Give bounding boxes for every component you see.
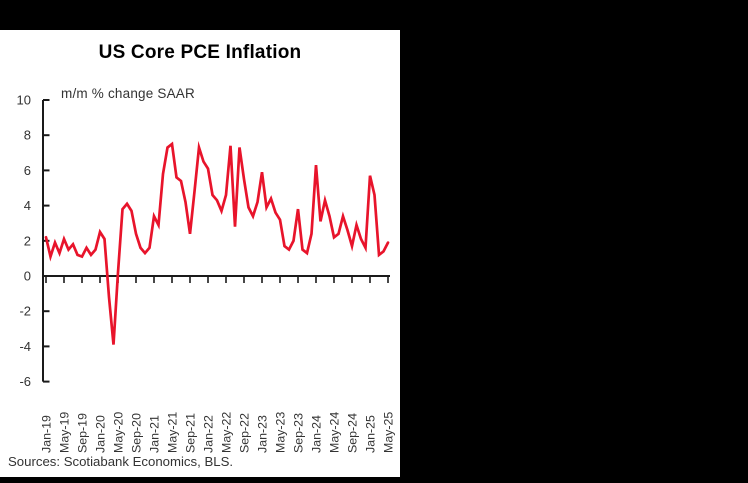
x-axis-label: Jan-24 xyxy=(310,415,324,453)
y-axis-label: 4 xyxy=(24,198,31,213)
pce-line-chart: 10 8 6 4 2 0 -2 -4 -6 Jan-19 May-19 Sep-19 Jan-20 May… xyxy=(17,93,396,454)
x-axis-label: Jan-21 xyxy=(148,415,162,453)
x-axis-label: May-22 xyxy=(220,412,234,453)
x-axis-label: Sep-22 xyxy=(238,413,252,453)
y-axis-label: -4 xyxy=(19,339,31,354)
x-axis-label: May-25 xyxy=(382,412,396,453)
x-axis-label: May-21 xyxy=(166,412,180,453)
y-axis-label: 10 xyxy=(17,93,31,108)
x-axis-label: May-20 xyxy=(112,412,126,453)
x-axis-label: Jan-19 xyxy=(40,415,54,453)
x-axis-label: Jan-20 xyxy=(94,415,108,453)
y-axis-label: -2 xyxy=(19,304,31,319)
x-axis-label: Sep-20 xyxy=(130,413,144,453)
y-axis-label: 6 xyxy=(24,163,31,178)
pce-series-line xyxy=(44,140,390,345)
x-axis-label: May-24 xyxy=(328,412,342,453)
x-axis-label: Jan-23 xyxy=(256,415,270,453)
x-axis-label: Sep-23 xyxy=(292,413,306,453)
source-note: Sources: Scotiabank Economics, BLS. xyxy=(8,454,234,469)
y-axis-label: -6 xyxy=(19,374,31,389)
x-axis-label: Jan-22 xyxy=(202,415,216,453)
chart-title: US Core PCE Inflation xyxy=(98,42,302,63)
y-axis-label: 2 xyxy=(24,233,31,248)
y-axis-label: 8 xyxy=(24,128,31,143)
x-axis-label: May-23 xyxy=(274,412,288,453)
chart-subtitle: m/m % change SAAR xyxy=(61,86,195,101)
x-axis-label: May-19 xyxy=(58,412,72,453)
x-axis-label: Jan-25 xyxy=(364,415,378,453)
y-axis-label: 0 xyxy=(24,269,31,284)
x-axis-label: Sep-19 xyxy=(76,413,90,453)
x-axis-label: Sep-24 xyxy=(346,413,360,453)
chart-card: 10 8 6 4 2 0 -2 -4 -6 Jan-19 May-19 Sep-19 Jan-20 May… xyxy=(0,30,400,477)
x-axis-label: Sep-21 xyxy=(184,413,198,453)
